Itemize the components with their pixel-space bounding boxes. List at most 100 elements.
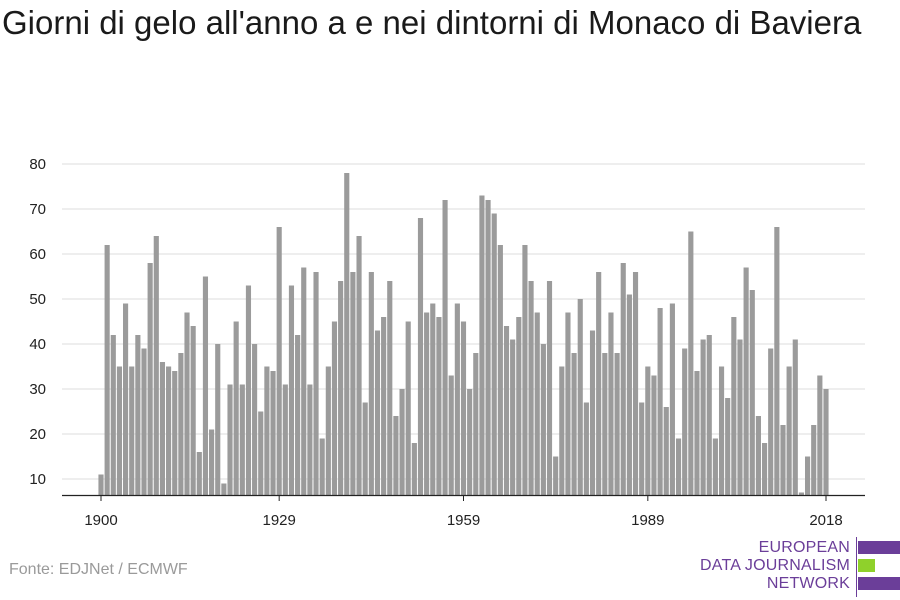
bar-1964 xyxy=(491,213,497,495)
bar-1905 xyxy=(129,366,135,495)
bar-1996 xyxy=(688,231,694,495)
logo-bar-middle xyxy=(858,559,875,572)
bar-1909 xyxy=(153,236,159,495)
bar-1991 xyxy=(657,308,663,495)
bar-2008 xyxy=(761,443,768,495)
bar-1956 xyxy=(442,200,448,495)
bar-1971 xyxy=(534,312,540,495)
bar-1957 xyxy=(448,375,454,495)
bar-1983 xyxy=(608,312,614,495)
source-note: Fonte: EDJNet / ECMWF xyxy=(9,561,188,578)
bar-1989 xyxy=(645,366,651,495)
bar-1931 xyxy=(288,285,295,495)
y-tick-label: 30 xyxy=(29,381,46,398)
bar-2015 xyxy=(805,456,811,495)
bar-1943 xyxy=(362,402,368,495)
bar-2003 xyxy=(731,317,737,495)
logo-line-3: NETWORK xyxy=(766,575,850,592)
bar-1912 xyxy=(172,371,178,495)
x-tick-label: 1929 xyxy=(262,512,295,529)
bar-1990 xyxy=(651,375,657,495)
x-tick-label: 1989 xyxy=(631,512,664,529)
bar-1942 xyxy=(356,236,362,495)
y-tick-label: 10 xyxy=(29,471,46,488)
bar-1946 xyxy=(381,317,387,495)
bar-2013 xyxy=(792,339,798,495)
bar-1902 xyxy=(110,335,116,495)
x-tick-label: 2018 xyxy=(809,512,842,529)
logo-line-1: EUROPEAN xyxy=(758,539,850,556)
bar-2001 xyxy=(718,366,725,495)
bar-1999 xyxy=(706,335,712,495)
bar-2000 xyxy=(712,438,718,495)
bar-1900 xyxy=(98,474,104,495)
bar-1906 xyxy=(135,335,141,495)
bar-1978 xyxy=(577,299,583,495)
bar-1959 xyxy=(460,321,467,495)
bar-1927 xyxy=(264,366,270,495)
bar-1974 xyxy=(553,456,559,495)
bar-1915 xyxy=(190,326,196,495)
bar-1917 xyxy=(202,276,209,495)
bar-1977 xyxy=(571,353,577,495)
bar-1992 xyxy=(663,407,669,495)
bar-1980 xyxy=(589,330,596,495)
bar-1949 xyxy=(399,389,405,495)
y-tick-label: 50 xyxy=(29,291,46,308)
bar-1970 xyxy=(528,281,534,495)
bar-1973 xyxy=(546,281,553,495)
bar-1998 xyxy=(700,339,706,495)
bar-1919 xyxy=(215,344,221,495)
bar-1901 xyxy=(104,245,110,495)
y-tick-label: 20 xyxy=(29,426,46,443)
bar-1966 xyxy=(503,326,510,495)
bar-1972 xyxy=(540,344,546,495)
bar-2014 xyxy=(798,492,804,495)
bar-1950 xyxy=(405,321,411,495)
bar-2017 xyxy=(817,375,823,495)
bar-1968 xyxy=(516,317,522,495)
bar-1911 xyxy=(166,366,172,495)
bar-1904 xyxy=(123,303,129,495)
logo-bar-bottom xyxy=(858,577,900,590)
bar-1969 xyxy=(522,245,528,495)
bar-1975 xyxy=(559,366,565,495)
bar-2006 xyxy=(749,290,755,495)
x-tick-label: 1900 xyxy=(84,512,117,529)
bar-1958 xyxy=(454,303,460,495)
bar-1953 xyxy=(424,312,430,495)
bar-1936 xyxy=(319,438,325,495)
bar-1925 xyxy=(252,344,258,495)
bar-2018 xyxy=(823,389,829,495)
bar-1945 xyxy=(374,330,381,495)
bar-1979 xyxy=(583,402,589,495)
y-tick-label: 40 xyxy=(29,336,46,353)
bar-1951 xyxy=(411,443,417,495)
bar-1929 xyxy=(276,227,282,495)
bar-1907 xyxy=(141,348,147,495)
bar-1993 xyxy=(669,303,675,495)
bar-2009 xyxy=(768,348,774,495)
bar-1997 xyxy=(694,371,700,495)
bar-1938 xyxy=(331,321,338,495)
bar-1948 xyxy=(393,416,399,495)
bar-1940 xyxy=(344,173,350,495)
bar-2005 xyxy=(743,267,749,495)
bar-1914 xyxy=(184,312,190,495)
bars xyxy=(98,173,829,495)
bar-2011 xyxy=(780,425,786,495)
bar-2002 xyxy=(725,398,731,495)
bar-1923 xyxy=(239,384,245,495)
bar-1920 xyxy=(221,483,227,495)
bar-1982 xyxy=(602,353,608,495)
bar-1918 xyxy=(209,429,215,495)
bar-1939 xyxy=(338,281,344,495)
bar-1924 xyxy=(245,285,252,495)
edjnet-logo: EUROPEAN DATA JOURNALISM NETWORK xyxy=(690,537,900,597)
y-tick-label: 70 xyxy=(29,201,46,218)
bar-1916 xyxy=(196,452,202,495)
bar-1941 xyxy=(350,272,356,495)
bar-1913 xyxy=(178,353,184,495)
bar-2016 xyxy=(811,425,817,495)
bar-1960 xyxy=(467,389,473,495)
